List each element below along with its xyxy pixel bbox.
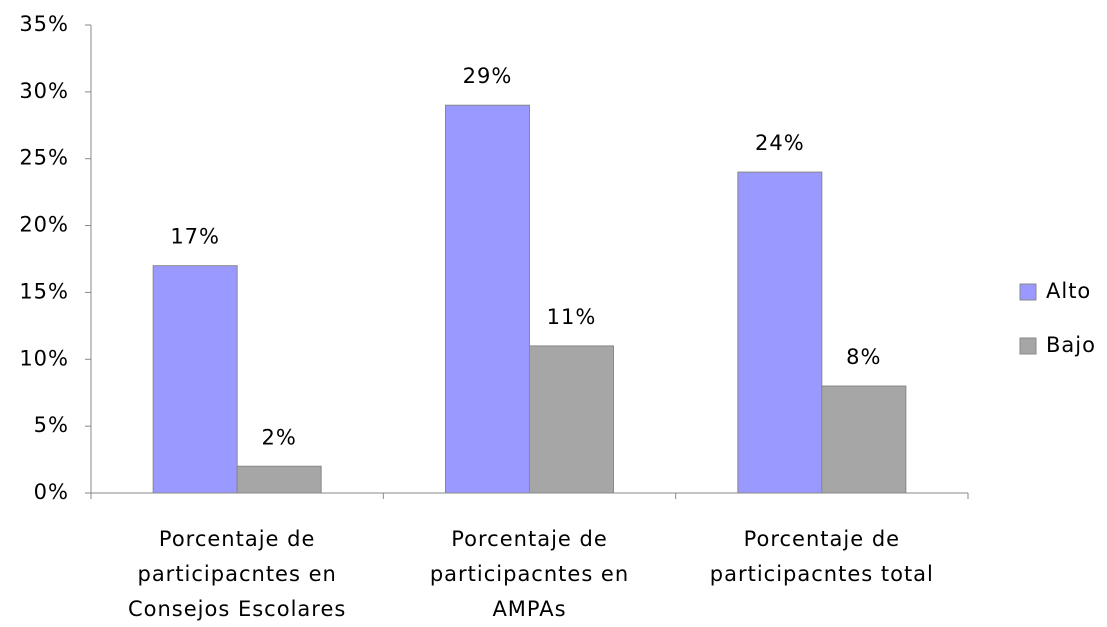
bar — [529, 345, 614, 494]
y-tick-label: 0% — [34, 480, 69, 504]
legend-swatch — [1019, 337, 1037, 355]
y-tick-label: 35% — [19, 12, 69, 36]
x-tick-label: Porcentaje de participacntes en Consejos… — [127, 527, 347, 621]
x-tick-label: Porcentaje de participacntes en AMPAs — [429, 527, 630, 621]
legend-label: Alto — [1046, 279, 1091, 303]
y-tick-label: 25% — [19, 146, 69, 170]
value-label: 17% — [170, 225, 220, 249]
y-tick-label: 20% — [19, 213, 69, 237]
y-tick-label: 10% — [19, 346, 69, 370]
y-tick-label: 5% — [34, 413, 69, 437]
value-label: 29% — [463, 64, 513, 88]
bar — [737, 171, 823, 494]
bar — [152, 265, 238, 494]
value-label: 11% — [547, 305, 597, 329]
bar — [821, 385, 907, 494]
y-tick-label: 15% — [19, 279, 69, 303]
x-tick-label: Porcentaje de participacntes total — [709, 527, 934, 586]
value-label: 8% — [846, 345, 881, 369]
value-label: 24% — [755, 131, 805, 155]
bar — [445, 104, 530, 494]
legend-swatch — [1019, 283, 1037, 301]
bar — [236, 465, 322, 494]
y-tick-label: 30% — [19, 79, 69, 103]
legend-label: Bajo — [1046, 333, 1096, 357]
value-label: 2% — [262, 425, 297, 449]
